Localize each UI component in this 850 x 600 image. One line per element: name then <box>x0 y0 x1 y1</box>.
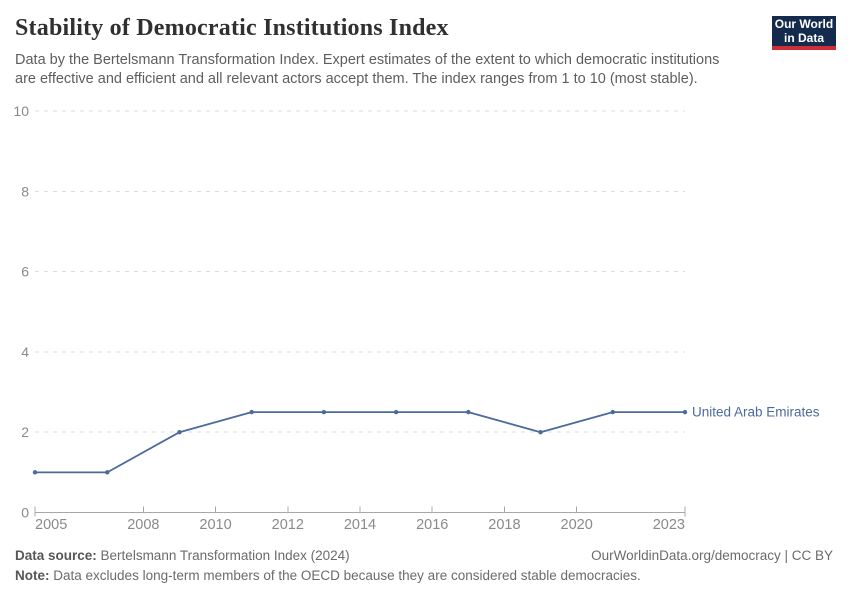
data-point-2011[interactable] <box>249 409 254 415</box>
y-tick-label: 10 <box>13 103 29 119</box>
chart-subtitle: Data by the Bertelsmann Transformation I… <box>15 52 720 87</box>
x-tick-label: 2005 <box>35 517 67 533</box>
data-point-2017[interactable] <box>466 409 471 415</box>
data-point-2015[interactable] <box>393 409 399 415</box>
y-tick-label: 8 <box>21 183 29 199</box>
data-line[interactable] <box>34 411 686 474</box>
y-tick-label: 6 <box>21 264 29 280</box>
data-source-text: Bertelsmann Transformation Index (2024) <box>100 548 350 563</box>
series-label[interactable]: United Arab Emirates <box>692 405 820 420</box>
data-point-2023[interactable] <box>682 409 688 415</box>
owid-logo-line1: Our World <box>774 17 834 31</box>
x-tick-label: 2016 <box>416 517 448 533</box>
y-tick-label: 4 <box>21 344 29 360</box>
y-tick-label: 0 <box>21 505 29 521</box>
x-tick-label: 2010 <box>199 517 231 533</box>
footer-license-link[interactable]: OurWorldinData.org/democracy | CC BY <box>591 548 833 563</box>
data-source-label: Data source: <box>15 548 97 563</box>
x-tick-label: 2012 <box>272 517 304 533</box>
data-point-2021[interactable] <box>610 409 615 415</box>
footer-note-label: Note: <box>15 568 50 583</box>
data-point-2019[interactable] <box>538 430 543 435</box>
data-point-2009[interactable] <box>177 430 182 435</box>
x-tick-label: 2008 <box>127 517 159 533</box>
x-tick-label: 2018 <box>488 517 520 533</box>
footer-note-line: Note: Data excludes long-term members of… <box>15 566 641 586</box>
page-title: Stability of Democratic Institutions Ind… <box>15 15 449 41</box>
x-tick-label: 2020 <box>561 517 593 533</box>
y-tick-label: 2 <box>21 424 29 440</box>
data-point-2007[interactable] <box>105 470 110 475</box>
owid-logo-line2: in Data <box>783 31 824 45</box>
data-point-2005[interactable] <box>32 470 38 475</box>
data-point-2013[interactable] <box>321 409 327 415</box>
footer-note-text: Data excludes long-term members of the O… <box>53 568 641 583</box>
data-source-line: Data source: Bertelsmann Transformation … <box>15 546 350 566</box>
owid-logo[interactable]: Our World in Data <box>772 16 836 50</box>
chart-footer: Data source: Bertelsmann Transformation … <box>0 546 850 586</box>
x-tick-label: 2014 <box>344 517 376 533</box>
x-tick-label: 2023 <box>653 517 685 533</box>
